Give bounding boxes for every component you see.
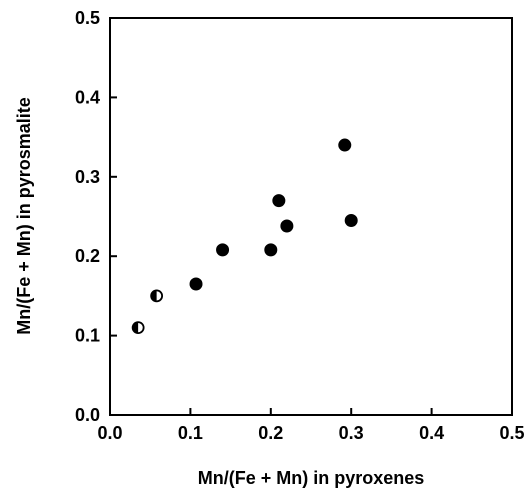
data-point-half-filled: [131, 321, 145, 335]
data-point-filled: [216, 243, 230, 257]
y-axis-title: Mn/(Fe + Mn) in pyrosmalite: [14, 97, 34, 335]
y-tick-label: 0.3: [75, 167, 100, 187]
x-axis-title: Mn/(Fe + Mn) in pyroxenes: [198, 468, 425, 488]
data-point-half-filled: [150, 289, 164, 303]
data-point-filled: [344, 213, 358, 227]
data-point-filled: [272, 194, 286, 208]
data-point-filled: [264, 243, 278, 257]
y-tick-label: 0.0: [75, 405, 100, 425]
plot-area-frame: [109, 17, 513, 416]
y-tick-label: 0.1: [75, 326, 100, 346]
y-tick-label: 0.4: [75, 87, 100, 107]
data-point-filled: [338, 138, 352, 152]
x-tick-label: 0.1: [178, 423, 203, 443]
x-tick-label: 0.0: [97, 423, 122, 443]
y-tick-label: 0.2: [75, 246, 100, 266]
x-tick-label: 0.3: [339, 423, 364, 443]
y-axis: 0.0 0.1 0.2 0.3 0.4 0.5: [75, 8, 117, 425]
data-points: [131, 138, 358, 335]
data-point-filled: [189, 277, 203, 291]
y-tick-label: 0.5: [75, 8, 100, 28]
data-point-filled: [280, 219, 294, 233]
x-tick-label: 0.4: [419, 423, 444, 443]
x-tick-label: 0.2: [258, 423, 283, 443]
x-tick-label: 0.5: [499, 423, 524, 443]
x-axis: 0.0 0.1 0.2 0.3 0.4 0.5: [97, 408, 525, 443]
